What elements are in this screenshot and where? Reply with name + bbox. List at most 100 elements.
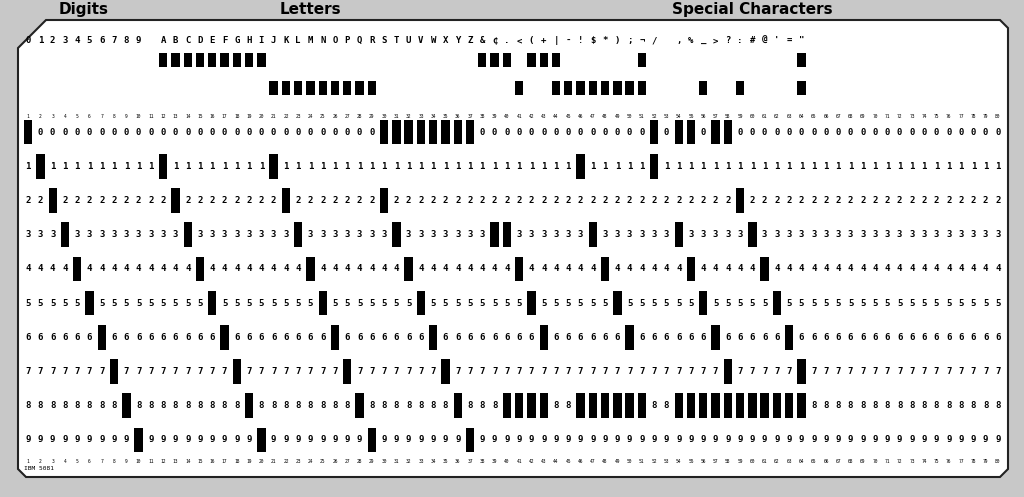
Text: 20: 20 xyxy=(259,459,264,464)
Bar xyxy=(773,291,781,316)
Text: 6: 6 xyxy=(872,333,878,342)
Text: 8: 8 xyxy=(148,401,154,410)
Text: O: O xyxy=(333,36,338,45)
Text: 3: 3 xyxy=(971,230,976,239)
Text: 9: 9 xyxy=(210,435,215,444)
Text: 2: 2 xyxy=(321,196,326,205)
Text: 4: 4 xyxy=(885,264,890,273)
Text: 6: 6 xyxy=(590,333,596,342)
Text: 9: 9 xyxy=(897,435,902,444)
Text: 7: 7 xyxy=(946,367,951,376)
Text: 4: 4 xyxy=(247,264,252,273)
Text: 8: 8 xyxy=(271,401,276,410)
Text: 8: 8 xyxy=(922,401,927,410)
Bar xyxy=(232,359,241,384)
Text: 23: 23 xyxy=(296,459,301,464)
Text: 3: 3 xyxy=(321,230,326,239)
Text: 7: 7 xyxy=(676,367,681,376)
Text: 0: 0 xyxy=(971,128,976,137)
Bar xyxy=(736,188,744,213)
Text: 4: 4 xyxy=(467,264,473,273)
Text: 1: 1 xyxy=(565,162,571,171)
Text: 2: 2 xyxy=(762,196,767,205)
Text: 2: 2 xyxy=(99,196,104,205)
Text: 4: 4 xyxy=(774,264,779,273)
Text: 2: 2 xyxy=(750,196,755,205)
Text: 4: 4 xyxy=(897,264,902,273)
Text: 5: 5 xyxy=(259,299,264,308)
Bar xyxy=(294,81,302,95)
Text: 9: 9 xyxy=(271,435,276,444)
Text: 45: 45 xyxy=(565,459,571,464)
Text: 0: 0 xyxy=(786,128,792,137)
Text: 47: 47 xyxy=(590,114,596,119)
Text: 53: 53 xyxy=(664,114,670,119)
Text: 1: 1 xyxy=(185,162,190,171)
Bar xyxy=(503,394,511,418)
Text: 3: 3 xyxy=(885,230,890,239)
Bar xyxy=(294,222,302,247)
Text: 5: 5 xyxy=(651,299,656,308)
Text: 0: 0 xyxy=(185,128,190,137)
Text: 2: 2 xyxy=(909,196,914,205)
Text: 0: 0 xyxy=(737,128,742,137)
Text: 18: 18 xyxy=(234,114,240,119)
Text: 3: 3 xyxy=(516,230,522,239)
Text: 6: 6 xyxy=(897,333,902,342)
Text: 1: 1 xyxy=(504,162,510,171)
Bar xyxy=(540,394,548,418)
Text: 5: 5 xyxy=(136,299,141,308)
Text: 3: 3 xyxy=(922,230,927,239)
Text: 1: 1 xyxy=(725,162,730,171)
Text: 6: 6 xyxy=(136,333,141,342)
Text: 7: 7 xyxy=(222,367,227,376)
Text: 7: 7 xyxy=(124,367,129,376)
Text: 7: 7 xyxy=(333,367,338,376)
Text: 3: 3 xyxy=(418,230,424,239)
Text: 3: 3 xyxy=(639,230,644,239)
Text: 37: 37 xyxy=(467,114,473,119)
Text: 5: 5 xyxy=(688,299,693,308)
Text: 22: 22 xyxy=(284,114,289,119)
Bar xyxy=(687,394,695,418)
Bar xyxy=(245,394,253,418)
Text: 7: 7 xyxy=(26,367,31,376)
Text: 6: 6 xyxy=(112,333,117,342)
Text: 2: 2 xyxy=(62,196,68,205)
Text: 7: 7 xyxy=(786,367,792,376)
Text: 38: 38 xyxy=(479,459,485,464)
Text: 0: 0 xyxy=(136,128,141,137)
Text: 1: 1 xyxy=(430,162,436,171)
Text: 7: 7 xyxy=(983,367,988,376)
Text: E: E xyxy=(210,36,215,45)
Text: 5: 5 xyxy=(811,299,816,308)
Bar xyxy=(761,256,769,281)
Text: 6: 6 xyxy=(88,459,91,464)
Bar xyxy=(540,53,548,67)
Text: 48: 48 xyxy=(602,114,608,119)
Text: 5: 5 xyxy=(185,299,190,308)
Text: 6: 6 xyxy=(198,333,203,342)
Text: 6: 6 xyxy=(823,333,828,342)
Text: 0: 0 xyxy=(38,128,43,137)
Bar xyxy=(245,53,253,67)
Text: 6: 6 xyxy=(516,333,522,342)
Text: ,: , xyxy=(676,36,681,45)
Text: 4: 4 xyxy=(75,36,80,45)
Text: 17: 17 xyxy=(222,459,227,464)
Text: 3: 3 xyxy=(430,230,436,239)
Text: 7: 7 xyxy=(492,367,498,376)
Text: 3: 3 xyxy=(222,230,227,239)
Text: =: = xyxy=(786,36,792,45)
Text: 19: 19 xyxy=(247,114,252,119)
Text: 5: 5 xyxy=(799,299,804,308)
Text: 1: 1 xyxy=(75,162,80,171)
Text: 4: 4 xyxy=(418,264,424,273)
Text: 67: 67 xyxy=(836,114,841,119)
Text: 0: 0 xyxy=(26,36,31,45)
Text: 0: 0 xyxy=(590,128,596,137)
Text: 7: 7 xyxy=(934,367,939,376)
Text: 74: 74 xyxy=(922,459,927,464)
Text: 0: 0 xyxy=(664,128,669,137)
Bar xyxy=(638,81,646,95)
